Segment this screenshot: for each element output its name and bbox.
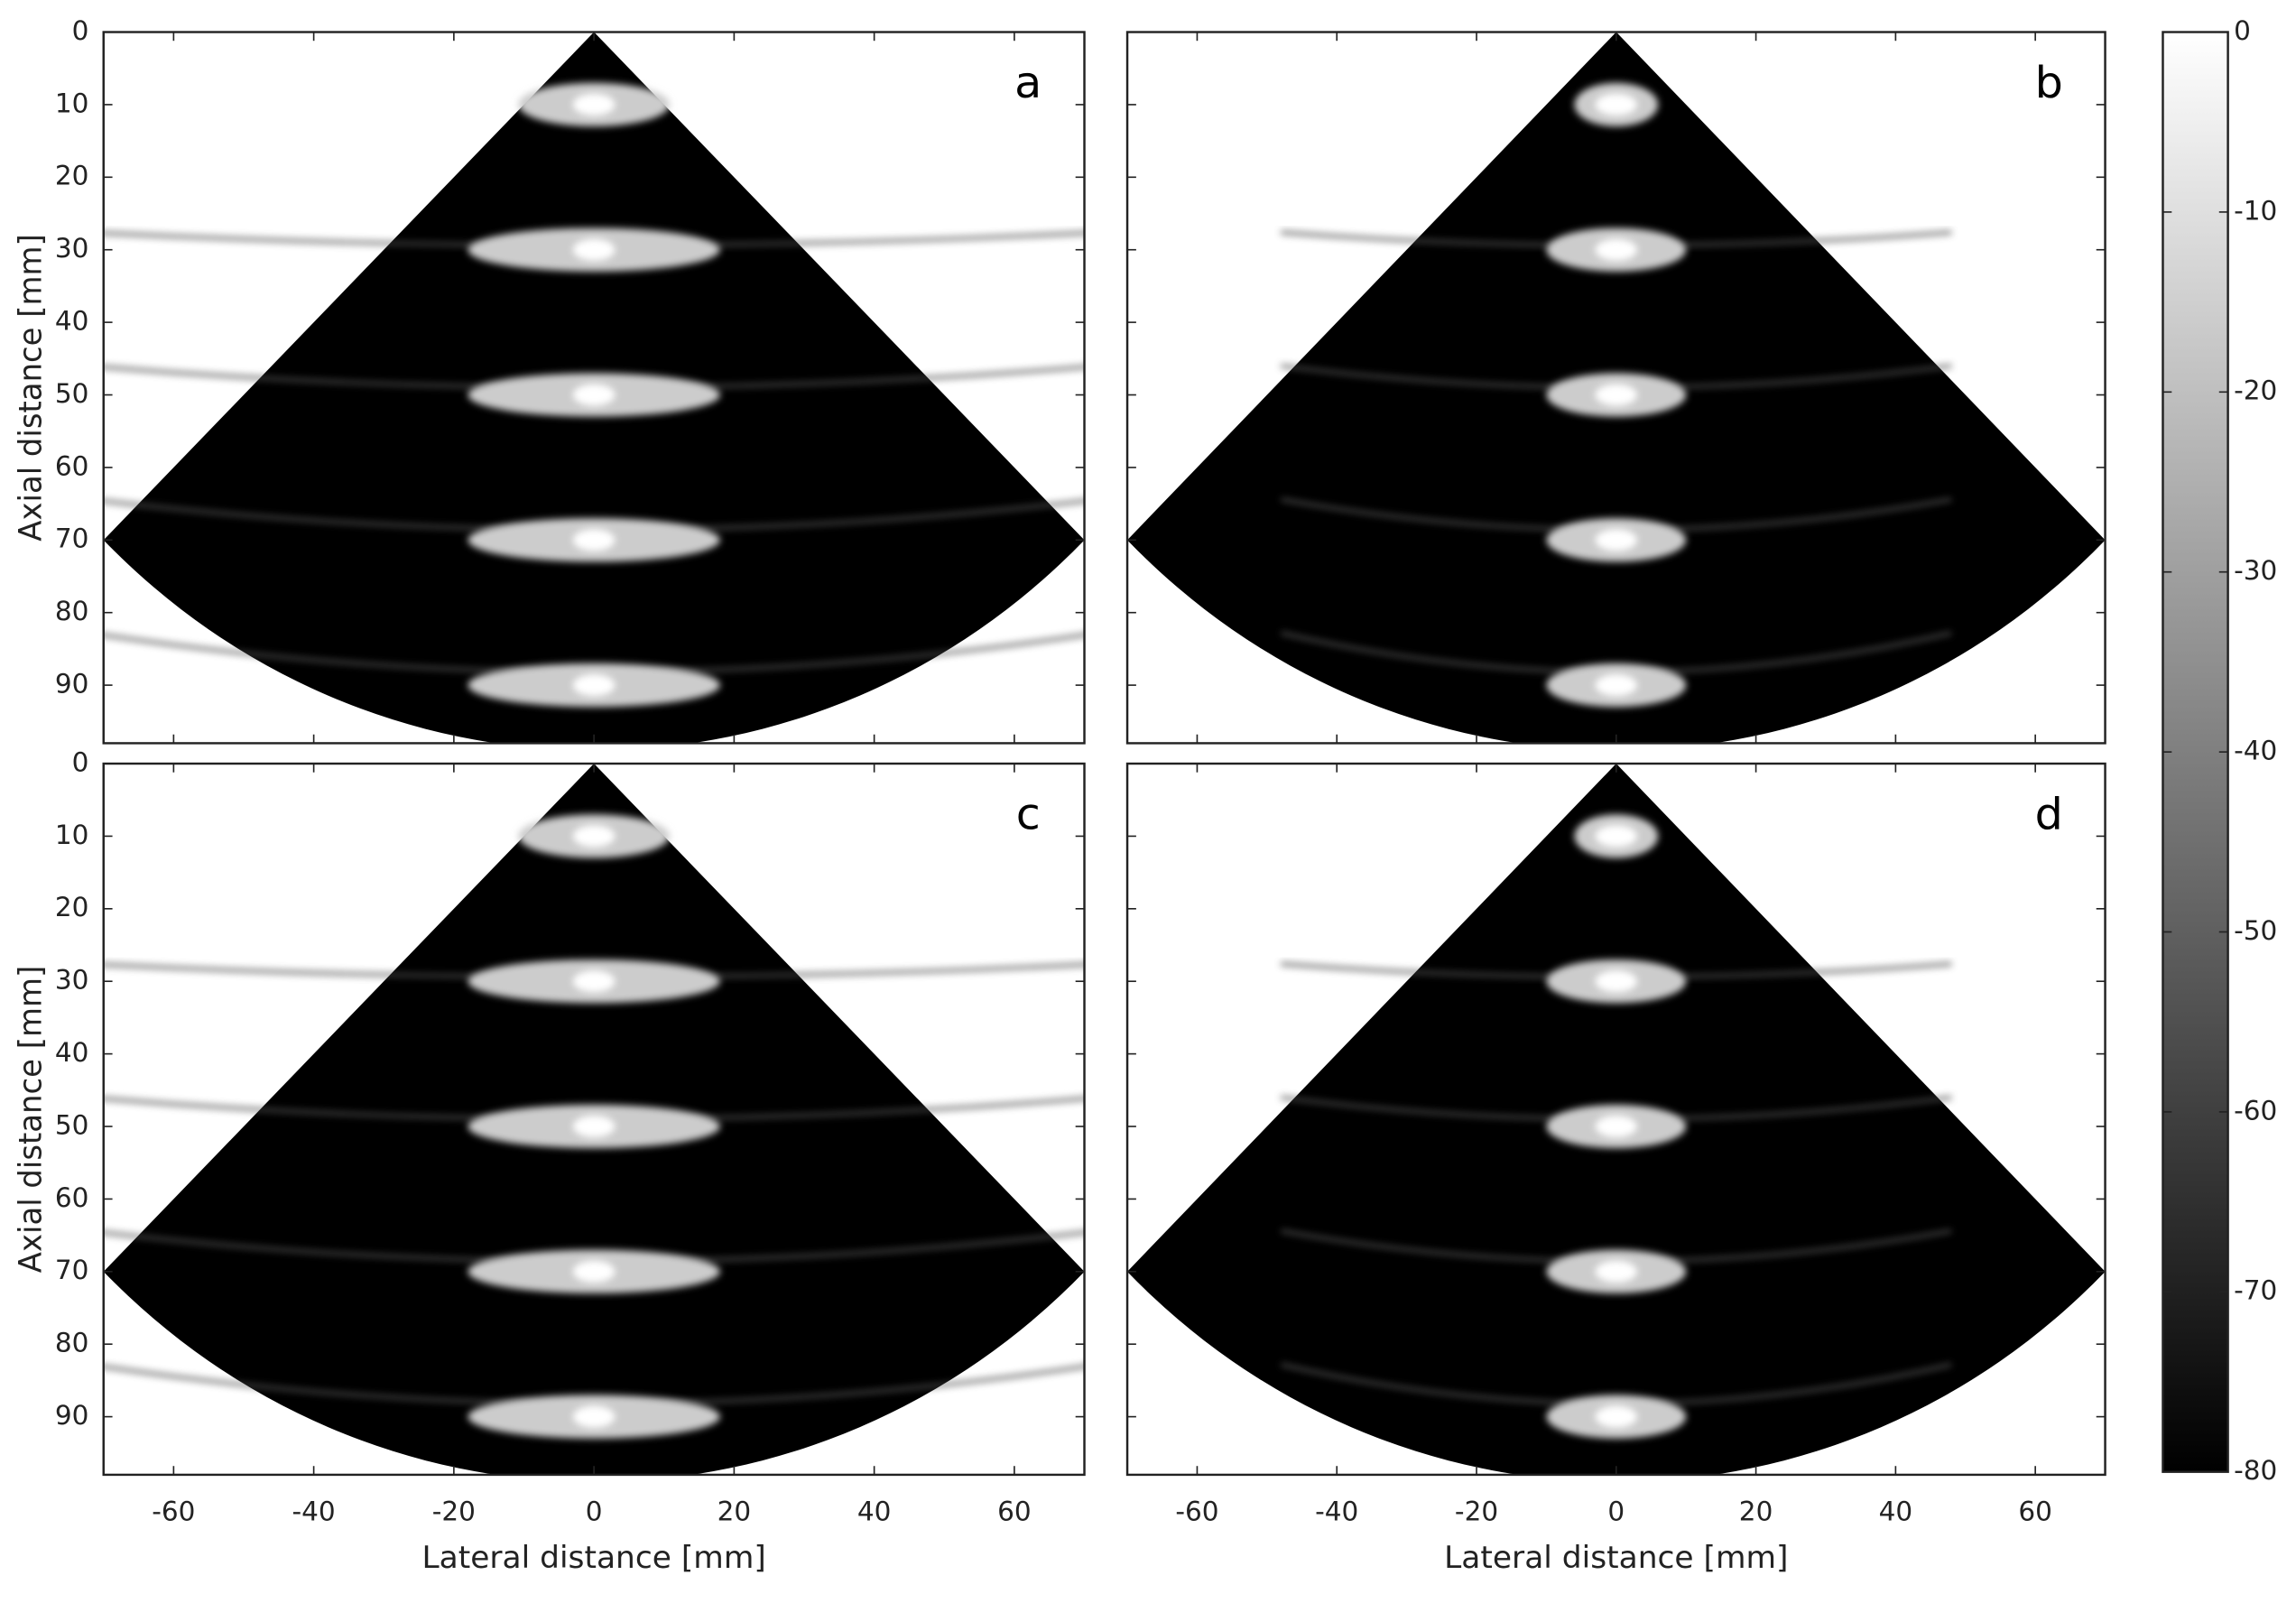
y-tick-label: 80 — [55, 596, 89, 626]
x-tick-label: -40 — [1315, 1496, 1358, 1527]
y-axis-label: Axial distance [mm] — [13, 966, 49, 1274]
y-tick-label: 70 — [55, 524, 89, 554]
x-tick-label: 60 — [997, 1496, 1032, 1527]
colorbar-tick-label: -50 — [2234, 915, 2277, 946]
y-tick-label: 60 — [55, 1182, 89, 1213]
x-axis-label: Lateral distance [mm] — [1444, 1540, 1788, 1576]
x-tick-label: -20 — [1455, 1496, 1498, 1527]
target-core — [572, 825, 616, 848]
y-tick-label: 90 — [55, 1400, 89, 1431]
x-tick-label: 40 — [857, 1496, 892, 1527]
colorbar-tick-label: 0 — [2234, 15, 2251, 46]
colorbar — [2162, 31, 2229, 1473]
x-tick-label: 20 — [1739, 1496, 1773, 1527]
target-core — [1595, 970, 1638, 993]
y-tick-label: 20 — [55, 161, 89, 191]
target-core — [572, 970, 616, 993]
target-core — [1595, 93, 1638, 116]
y-tick-label: 40 — [55, 306, 89, 337]
target-core — [1595, 384, 1638, 406]
y-axis-label: Axial distance [mm] — [13, 234, 49, 542]
target-core — [1595, 238, 1638, 261]
x-tick-label: -40 — [292, 1496, 336, 1527]
target-core — [572, 238, 616, 261]
y-tick-label: 30 — [55, 233, 89, 264]
x-tick-label: -60 — [1175, 1496, 1218, 1527]
target-core — [572, 1115, 616, 1138]
target-core — [1595, 1405, 1638, 1428]
target-core — [572, 93, 616, 116]
x-tick-label: -60 — [152, 1496, 195, 1527]
target-core — [1595, 674, 1638, 697]
y-tick-label: 50 — [55, 1110, 89, 1141]
panel-label: a — [1014, 58, 1042, 109]
x-tick-label: 0 — [586, 1496, 603, 1527]
target-core — [572, 529, 616, 551]
x-tick-label: -20 — [432, 1496, 476, 1527]
y-tick-label: 10 — [55, 820, 89, 850]
colorbar-tick-label: -10 — [2234, 196, 2277, 227]
y-tick-label: 20 — [55, 892, 89, 922]
target-core — [1595, 1260, 1638, 1283]
y-tick-label: 70 — [55, 1255, 89, 1285]
panel — [1127, 32, 2106, 744]
y-tick-label: 50 — [55, 378, 89, 409]
colorbar-tick-label: -70 — [2234, 1275, 2277, 1306]
panel-label: c — [1016, 789, 1041, 840]
y-tick-label: 30 — [55, 965, 89, 996]
target-core — [572, 1405, 616, 1428]
x-tick-label: 60 — [2018, 1496, 2052, 1527]
colorbar-tick-label: -30 — [2234, 555, 2277, 586]
colorbar-tick-label: -80 — [2234, 1455, 2277, 1486]
panel-label: b — [2035, 58, 2063, 109]
x-tick-label: 0 — [1607, 1496, 1625, 1527]
colorbar-tick-label: -20 — [2234, 375, 2277, 406]
panel — [103, 32, 1085, 744]
y-tick-label: 40 — [55, 1037, 89, 1068]
target-core — [572, 1260, 616, 1283]
y-tick-label: 0 — [72, 15, 89, 46]
y-tick-label: 80 — [55, 1328, 89, 1358]
x-axis-label: Lateral distance [mm] — [421, 1540, 765, 1576]
y-tick-label: 10 — [55, 88, 89, 119]
colorbar-tick-label: -40 — [2234, 736, 2277, 766]
y-tick-label: 60 — [55, 451, 89, 482]
x-tick-label: 20 — [718, 1496, 752, 1527]
target-core — [1595, 825, 1638, 848]
panel — [103, 764, 1085, 1475]
panel-label: d — [2035, 789, 2063, 840]
x-tick-label: 40 — [1879, 1496, 1913, 1527]
y-tick-label: 0 — [72, 747, 89, 778]
target-core — [1595, 529, 1638, 551]
panel — [1127, 764, 2106, 1475]
target-core — [572, 674, 616, 697]
y-tick-label: 90 — [55, 669, 89, 700]
target-core — [572, 384, 616, 406]
colorbar-tick-label: -60 — [2234, 1096, 2277, 1126]
target-core — [1595, 1115, 1638, 1138]
